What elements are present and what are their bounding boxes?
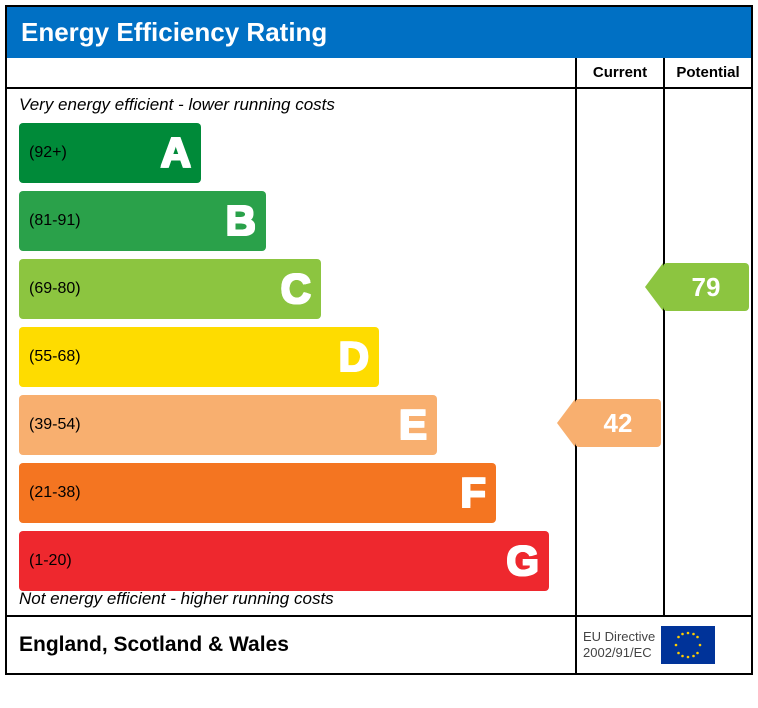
current-rating-value: 42	[604, 408, 633, 439]
epc-chart: Energy Efficiency Rating Current Potenti…	[5, 5, 753, 675]
band-letter-f: F	[460, 469, 486, 517]
band-letter-c: C	[281, 265, 311, 313]
directive-block: EU Directive 2002/91/EC	[575, 617, 751, 673]
band-letter-d: D	[339, 333, 369, 381]
directive-line1: EU Directive	[583, 629, 655, 645]
band-range-d: (55-68)	[19, 348, 81, 366]
rating-band-d: (55-68) D	[19, 327, 379, 387]
band-range-c: (69-80)	[19, 280, 81, 298]
bottom-caption: Not energy efficient - higher running co…	[7, 583, 575, 615]
current-header: Current	[575, 58, 663, 87]
column-headers: Current Potential	[7, 58, 751, 89]
title-bar: Energy Efficiency Rating	[7, 7, 751, 58]
band-letter-g: G	[506, 537, 539, 585]
eu-flag-icon	[661, 626, 715, 664]
band-letter-a: A	[161, 129, 191, 177]
rating-band-c: (69-80) C	[19, 259, 321, 319]
region-label: England, Scotland & Wales	[7, 617, 575, 673]
band-range-f: (21-38)	[19, 484, 81, 502]
footer: England, Scotland & Wales EU Directive 2…	[7, 615, 751, 673]
band-range-g: (1-20)	[19, 552, 72, 570]
directive-line2: 2002/91/EC	[583, 645, 655, 661]
top-caption: Very energy efficient - lower running co…	[7, 89, 575, 121]
potential-column: 79	[663, 89, 751, 615]
band-letter-e: E	[399, 401, 427, 449]
potential-rating-value: 79	[692, 272, 721, 303]
rating-band-e: (39-54) E	[19, 395, 437, 455]
rating-scale: Very energy efficient - lower running co…	[7, 89, 575, 615]
potential-header: Potential	[663, 58, 751, 87]
band-range-b: (81-91)	[19, 212, 81, 230]
potential-rating-pointer: 79	[663, 263, 749, 311]
rating-band-b: (81-91) B	[19, 191, 266, 251]
band-range-a: (92+)	[19, 144, 67, 162]
band-letter-b: B	[226, 197, 256, 245]
rating-band-a: (92+) A	[19, 123, 201, 183]
current-column: 42	[575, 89, 663, 615]
rating-band-f: (21-38) F	[19, 463, 496, 523]
current-rating-pointer: 42	[575, 399, 661, 447]
band-range-e: (39-54)	[19, 416, 81, 434]
rating-band-g: (1-20) G	[19, 531, 549, 591]
